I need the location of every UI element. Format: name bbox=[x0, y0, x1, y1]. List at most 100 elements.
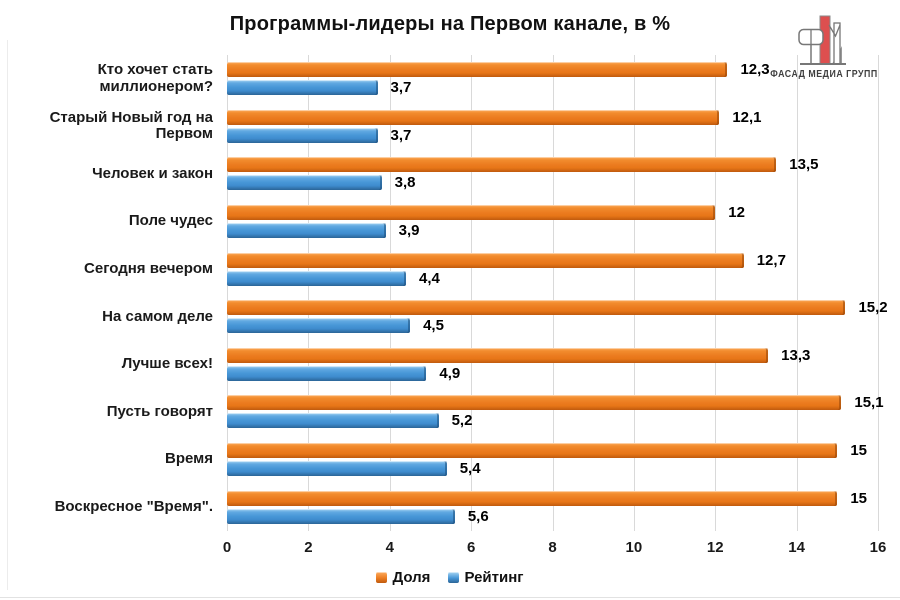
legend-swatch-share bbox=[376, 572, 388, 583]
bar-rows: 12,3 3,7 12,1 3,7 13,5 3,8 12 3,9 12,7 4,4 15,2 4,5… bbox=[227, 55, 888, 531]
bar-group: 13,5 3,8 bbox=[227, 150, 878, 198]
category-label: На самом деле bbox=[102, 307, 213, 325]
share-bar bbox=[227, 300, 846, 316]
bar-line: 4,4 bbox=[227, 269, 878, 287]
rating-bar bbox=[227, 223, 386, 239]
bar-group: 12,1 3,7 bbox=[227, 103, 878, 151]
bar-group: 12,3 3,7 bbox=[227, 55, 878, 103]
share-bar bbox=[227, 443, 838, 459]
legend-label: Доля bbox=[392, 569, 431, 586]
rating-value-label: 4,5 bbox=[423, 317, 444, 335]
bar-group: 15 5,6 bbox=[227, 483, 878, 531]
x-tick-label: 10 bbox=[625, 539, 643, 556]
share-bar bbox=[227, 109, 720, 125]
bar-line: 4,5 bbox=[227, 317, 878, 335]
logo-text: ФАСАД МЕДИА ГРУПП bbox=[770, 69, 878, 80]
rating-value-label: 5,2 bbox=[451, 412, 473, 430]
rating-value-label: 5,6 bbox=[467, 507, 489, 525]
rating-bar bbox=[227, 413, 439, 429]
rating-value-label: 3,7 bbox=[390, 79, 412, 97]
gridline bbox=[389, 55, 391, 531]
bar-line: 12 bbox=[227, 204, 878, 222]
x-tick-label: 12 bbox=[706, 539, 724, 556]
bar-line: 4,9 bbox=[227, 364, 878, 382]
logo-icon bbox=[798, 15, 846, 65]
bar-group: 15 5,4 bbox=[227, 436, 878, 484]
rating-bar bbox=[227, 508, 455, 524]
rating-value-label: 3,9 bbox=[398, 222, 420, 240]
bar-line: 12,7 bbox=[227, 251, 878, 269]
category-label: Поле чудес bbox=[128, 212, 213, 230]
bar-line: 3,7 bbox=[227, 79, 878, 97]
x-axis: 0 2 4 6 8 10 12 14 16 bbox=[223, 539, 887, 557]
category-label: Старый Новый год на Первом bbox=[49, 108, 213, 143]
bar-line: 15,2 bbox=[227, 299, 888, 316]
chart-frame-left bbox=[7, 40, 8, 590]
category-label: Воскресное "Время". bbox=[54, 497, 213, 515]
rating-bar bbox=[227, 175, 382, 191]
rating-value-label: 3,8 bbox=[394, 174, 416, 192]
gridline bbox=[796, 55, 798, 531]
share-bar bbox=[227, 490, 838, 506]
category-label: Лучше всех! bbox=[121, 355, 213, 373]
gridline bbox=[878, 55, 879, 531]
bar-line: 15,1 bbox=[227, 394, 884, 411]
bar-line: 5,4 bbox=[227, 460, 878, 478]
rating-value-label: 3,7 bbox=[390, 126, 412, 144]
category-label: Пусть говорят bbox=[106, 402, 213, 420]
category-label: Время bbox=[165, 450, 213, 468]
legend-item-rating: Рейтинг bbox=[448, 569, 524, 586]
x-tick-label: 8 bbox=[548, 539, 557, 556]
logo: ФАСАД МЕДИА ГРУПП bbox=[758, 13, 890, 80]
legend: Доля Рейтинг bbox=[0, 569, 900, 586]
share-value-label: 15 bbox=[850, 442, 867, 460]
bar-line: 15 bbox=[227, 489, 878, 507]
share-bar bbox=[227, 62, 728, 78]
rating-bar bbox=[227, 127, 378, 143]
gridline bbox=[715, 55, 717, 531]
bar-line: 15 bbox=[227, 442, 878, 460]
share-value-label: 12,1 bbox=[732, 108, 762, 126]
bar-line: 12,3 bbox=[227, 61, 878, 79]
bar-line: 3,9 bbox=[227, 222, 878, 240]
legend-label: Рейтинг bbox=[464, 569, 524, 586]
legend-item-share: Доля bbox=[376, 569, 430, 586]
gridline bbox=[552, 55, 554, 531]
share-bar bbox=[227, 252, 744, 268]
rating-value-label: 5,4 bbox=[459, 460, 481, 478]
gridline bbox=[633, 55, 635, 531]
rating-bar bbox=[227, 270, 407, 286]
bar-line: 3,8 bbox=[227, 174, 878, 192]
chart-frame-bottom bbox=[0, 597, 900, 598]
rating-value-label: 4,4 bbox=[419, 269, 440, 287]
share-bar bbox=[227, 395, 842, 411]
bar-line: 13,3 bbox=[227, 347, 878, 364]
share-value-label: 15 bbox=[850, 489, 867, 507]
share-value-label: 15,1 bbox=[854, 394, 884, 412]
rating-bar bbox=[227, 365, 427, 381]
x-tick-label: 6 bbox=[466, 539, 476, 556]
bar-group: 12 3,9 bbox=[227, 198, 878, 246]
bar-group: 15,1 5,2 bbox=[227, 388, 884, 436]
plot-area: 12,3 3,7 12,1 3,7 13,5 3,8 12 3,9 12,7 4,4 15,2 4,5… bbox=[227, 55, 888, 531]
share-value-label: 12,3 bbox=[740, 61, 770, 79]
gridline bbox=[308, 55, 310, 531]
chart-title: Программы-лидеры на Первом канале, в % bbox=[229, 13, 671, 35]
x-tick-label: 14 bbox=[788, 539, 805, 556]
gridline bbox=[227, 55, 228, 531]
bar-line: 12,1 bbox=[227, 108, 878, 126]
bar-line: 3,7 bbox=[227, 126, 878, 144]
rating-bar bbox=[227, 461, 447, 477]
rating-value-label: 4,9 bbox=[439, 364, 461, 382]
share-value-label: 12 bbox=[728, 204, 745, 222]
category-label: Кто хочет стать миллионером? bbox=[97, 61, 213, 95]
x-tick-label: 2 bbox=[304, 539, 313, 556]
x-tick-label: 4 bbox=[385, 539, 394, 556]
share-value-label: 15,2 bbox=[858, 299, 888, 317]
share-value-label: 12,7 bbox=[756, 251, 786, 269]
bar-group: 15,2 4,5 bbox=[227, 293, 888, 341]
bar-group: 12,7 4,4 bbox=[227, 245, 878, 293]
rating-bar bbox=[227, 80, 378, 96]
gridline bbox=[471, 55, 473, 531]
bar-line: 13,5 bbox=[227, 156, 878, 173]
